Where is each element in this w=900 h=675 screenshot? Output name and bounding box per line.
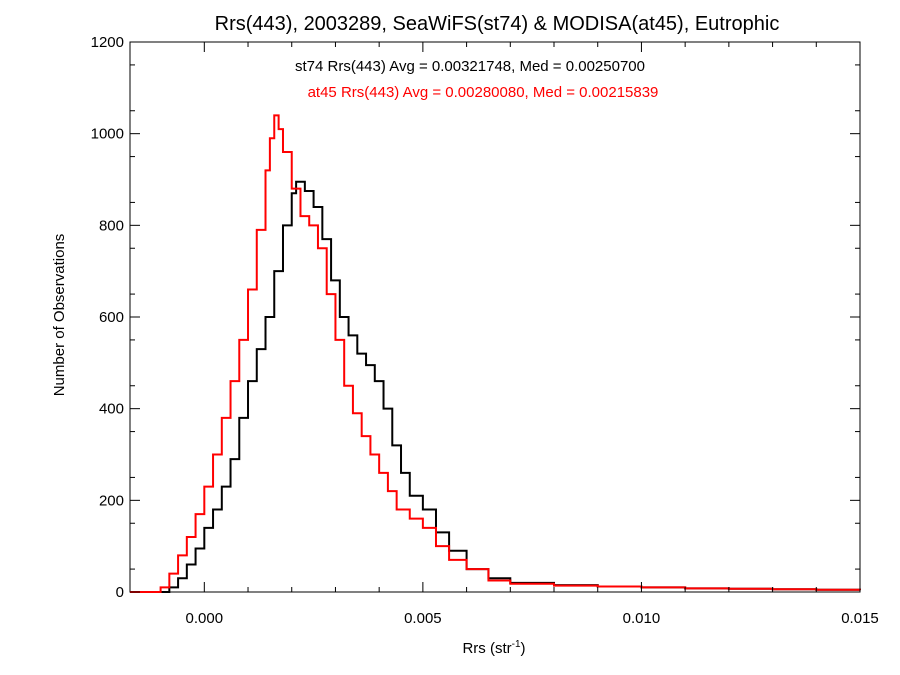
y-tick-label: 400	[99, 401, 124, 418]
y-axis-label: Number of Observations	[51, 234, 68, 397]
y-tick-label: 1200	[91, 34, 124, 51]
x-tick-label: 0.000	[186, 610, 224, 627]
series-at45-line	[130, 114, 861, 593]
plot-border	[129, 41, 861, 593]
y-tick-label: 0	[116, 584, 124, 601]
legend-entry-st74: st74 Rrs(443) Avg = 0.00321748, Med = 0.…	[295, 58, 645, 75]
x-tick-label: 0.005	[404, 610, 442, 627]
plot-area	[129, 41, 861, 593]
y-tick-label: 200	[99, 492, 124, 509]
x-tick-label: 0.010	[623, 610, 661, 627]
y-tick-label: 600	[99, 309, 124, 326]
series-st74-line	[130, 180, 861, 593]
chart-title: Rrs(443), 2003289, SeaWiFS(st74) & MODIS…	[215, 13, 780, 35]
x-axis-label-main: Rrs (str	[462, 640, 511, 657]
y-tick-label: 1000	[91, 126, 124, 143]
x-axis-label-tail: )	[521, 640, 526, 657]
x-axis-label: Rrs (str-1)	[462, 639, 525, 657]
x-tick-label: 0.015	[841, 610, 879, 627]
y-axis: 0 200 400 600 800 1000 1200	[91, 34, 860, 601]
legend-entry-at45: at45 Rrs(443) Avg = 0.00280080, Med = 0.…	[308, 84, 659, 101]
series-layer	[130, 114, 861, 593]
y-tick-label: 800	[99, 217, 124, 234]
x-axis-label-sup: -1	[512, 639, 521, 650]
x-axis: 0.000 0.005 0.010 0.015	[186, 42, 879, 627]
